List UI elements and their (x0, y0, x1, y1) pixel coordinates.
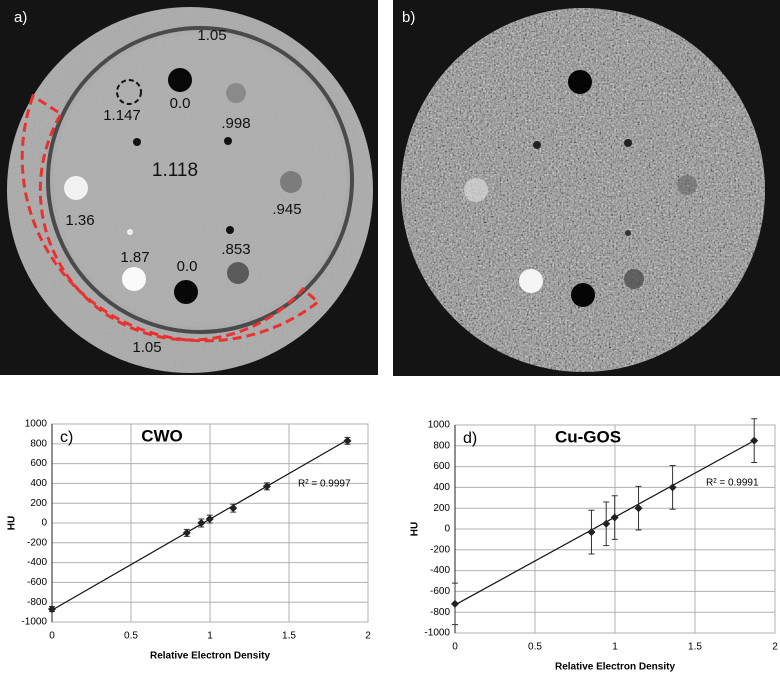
chart-title: CWO (141, 426, 183, 445)
x-tick-label: 0.5 (528, 642, 542, 653)
data-point (205, 515, 214, 524)
density-label: 0.0 (170, 95, 191, 112)
x-tick-label: 2 (365, 631, 371, 642)
y-tick-label: -200 (27, 537, 47, 548)
panel-label: d) (463, 430, 477, 447)
y-tick-label: -600 (27, 577, 47, 588)
x-tick-label: 1.5 (688, 642, 702, 653)
y-tick-label: 0 (41, 518, 47, 529)
x-axis-title: Relative Electron Density (150, 651, 270, 662)
y-tick-label: -800 (430, 607, 450, 618)
fit-annotation: R² = 0.9991 (706, 478, 759, 489)
y-tick-label: -800 (27, 597, 47, 608)
y-tick-label: 0 (444, 524, 450, 535)
chart: 0 0.5 1 1.5 2 -1000 -800 -600 -400 -200 0 200 400 600… (7, 419, 372, 662)
y-tick-label: -600 (430, 586, 450, 597)
y-tick-label: -1000 (21, 617, 47, 628)
data-point (229, 504, 238, 513)
density-label: 1.87 (120, 249, 149, 266)
y-tick-label: -200 (430, 544, 450, 555)
y-tick-label: 800 (30, 438, 47, 449)
y-tick-label: 1000 (25, 419, 48, 430)
y-tick-label: 400 (433, 482, 450, 493)
data-point (610, 513, 619, 522)
density-label: .853 (221, 241, 250, 258)
x-tick-label: 1.5 (282, 631, 296, 642)
x-tick-label: 0.5 (124, 631, 138, 642)
y-tick-label: 600 (30, 458, 47, 469)
fit-annotation: R² = 0.9997 (298, 479, 351, 490)
density-label: 1.05 (197, 27, 226, 44)
density-label: 1.147 (103, 107, 141, 124)
data-point (750, 436, 759, 445)
data-point (602, 519, 611, 528)
density-label: 1.118 (152, 160, 198, 181)
panel-label: a) (14, 9, 27, 26)
y-tick-label: 1000 (428, 420, 451, 431)
x-tick-label: 2 (772, 642, 778, 653)
chart: 0 0.5 1 1.5 2 -1000 -800 -600 -400 -200 0 200 400 600… (410, 418, 778, 673)
y-tick-label: -400 (27, 557, 47, 568)
y-tick-label: 200 (433, 503, 450, 514)
x-tick-label: 0 (452, 642, 458, 653)
data-point (182, 528, 191, 537)
ct-image-a: a) 1.05 0.0 1.147 .998 1.118 1.36 .945 1… (0, 0, 378, 375)
data-point (668, 483, 677, 492)
ct-image-b: b) (393, 0, 780, 376)
density-label: 0.0 (177, 258, 198, 275)
y-tick-label: 600 (433, 461, 450, 472)
x-axis-title: Relative Electron Density (555, 662, 675, 673)
x-tick-label: 0 (49, 631, 55, 642)
y-tick-label: 400 (30, 478, 47, 489)
x-tick-label: 1 (207, 631, 213, 642)
data-point (197, 519, 206, 527)
y-axis-title: HU (7, 516, 18, 530)
data-point (48, 605, 56, 614)
density-label: 1.05 (132, 339, 161, 356)
y-tick-label: 200 (30, 498, 47, 509)
y-tick-label: -400 (430, 565, 450, 576)
density-label: .998 (221, 115, 250, 132)
data-point (587, 528, 596, 537)
chart-title: Cu-GOS (555, 427, 621, 446)
data-point (451, 599, 459, 608)
data-point (262, 482, 271, 491)
y-tick-label: -1000 (424, 628, 450, 639)
x-tick-label: 1 (612, 642, 618, 653)
data-point (343, 436, 352, 445)
panel-label: b) (402, 9, 415, 26)
data-point (634, 504, 643, 513)
y-tick-label: 800 (433, 440, 450, 451)
panel-label: c) (60, 429, 73, 446)
density-label: 1.36 (65, 212, 94, 229)
y-axis-title: HU (410, 522, 421, 536)
density-label: .945 (272, 201, 301, 218)
